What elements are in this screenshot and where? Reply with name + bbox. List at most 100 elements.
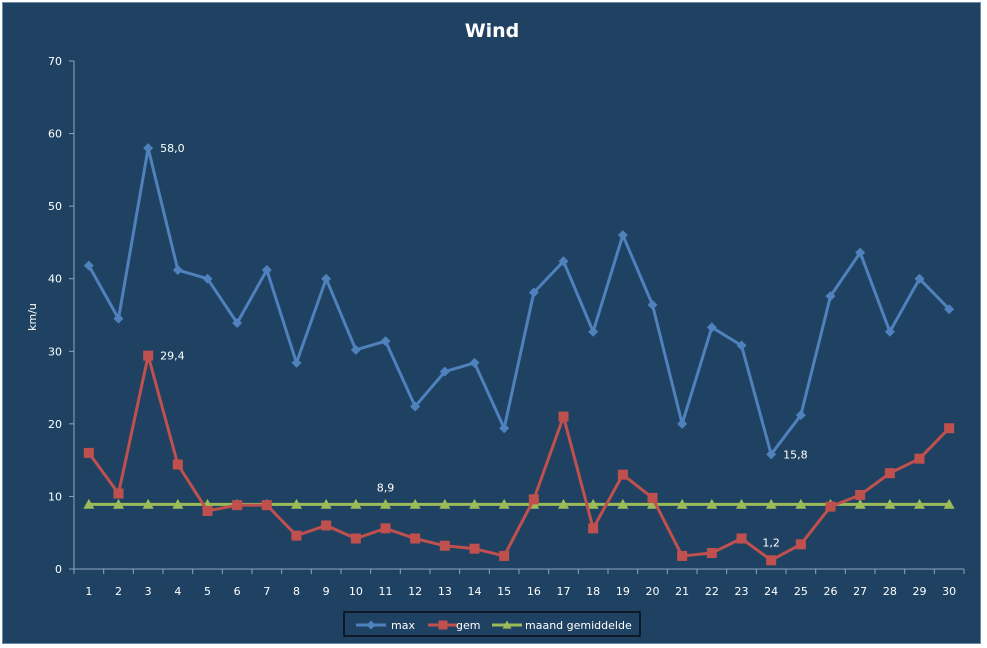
data-point	[944, 423, 955, 434]
data-point	[380, 498, 391, 509]
legend-label: max	[391, 619, 415, 632]
data-point	[380, 336, 391, 347]
data-point	[143, 350, 154, 361]
data-point	[736, 498, 747, 509]
legend-item-maand-gemiddelde: maand gemiddelde	[492, 619, 632, 632]
data-point	[83, 260, 94, 271]
legend: max gem maand gemiddelde	[343, 611, 641, 637]
data-label: 29,4	[160, 350, 185, 363]
x-tick-label: 22	[705, 585, 719, 598]
x-tick-label: 16	[527, 585, 541, 598]
data-point	[884, 326, 895, 337]
data-label: 1,2	[762, 536, 780, 549]
data-point	[469, 498, 480, 509]
y-axis-label: km/u	[26, 303, 39, 331]
y-tick-label: 40	[48, 273, 62, 286]
data-point	[202, 505, 213, 516]
data-point	[439, 366, 450, 377]
data-point	[944, 304, 955, 315]
data-point	[706, 548, 717, 559]
y-tick-label: 60	[48, 128, 62, 141]
data-point	[617, 230, 628, 241]
data-point	[914, 453, 925, 464]
x-tick-label: 20	[646, 585, 660, 598]
data-point	[113, 313, 124, 324]
data-point	[558, 411, 569, 422]
data-point	[469, 357, 480, 368]
data-point	[320, 498, 332, 509]
data-point	[884, 498, 896, 509]
x-tick-label: 18	[586, 585, 600, 598]
data-label: 58,0	[160, 142, 185, 155]
data-point	[83, 498, 95, 509]
series-maand-gemiddelde	[83, 498, 955, 509]
data-point	[498, 498, 510, 509]
data-point	[677, 550, 688, 561]
legend-item-max: max	[356, 619, 415, 632]
data-point	[884, 468, 895, 479]
data-point	[321, 273, 332, 284]
data-point	[143, 143, 154, 154]
x-tick-label: 29	[913, 585, 927, 598]
data-point	[676, 498, 688, 509]
x-tick-label: 30	[942, 585, 956, 598]
data-point	[261, 500, 272, 511]
data-point	[706, 498, 718, 509]
data-point	[736, 533, 747, 544]
data-point	[380, 523, 391, 534]
data-point	[617, 498, 629, 509]
x-tick-label: 25	[794, 585, 808, 598]
data-point	[825, 291, 836, 302]
data-point	[914, 498, 925, 509]
chart-title: Wind	[465, 20, 520, 42]
data-point	[439, 498, 451, 509]
data-point	[499, 550, 510, 561]
data-point	[765, 498, 777, 509]
series-line	[87, 146, 951, 456]
data-point	[439, 540, 450, 551]
x-tick-label: 27	[853, 585, 867, 598]
legend-swatch-marker	[502, 620, 512, 629]
data-point	[232, 317, 243, 328]
data-point	[350, 498, 362, 509]
y-tick-label: 50	[48, 200, 62, 213]
data-point	[766, 555, 777, 566]
x-tick-label: 24	[764, 585, 778, 598]
data-point	[113, 488, 124, 499]
data-point	[825, 501, 836, 512]
data-point	[499, 423, 510, 434]
data-point	[706, 322, 717, 333]
data-point	[795, 498, 807, 509]
y-tick-label: 0	[55, 563, 62, 576]
data-point	[410, 533, 421, 544]
data-point	[558, 256, 569, 267]
y-tick-label: 30	[48, 345, 62, 358]
x-tick-label: 7	[263, 585, 270, 598]
data-point	[291, 530, 302, 541]
data-point	[766, 449, 777, 460]
data-point	[528, 287, 539, 298]
x-tick-label: 11	[379, 585, 393, 598]
data-point	[588, 326, 599, 337]
y-tick-label: 20	[48, 418, 62, 431]
data-point	[854, 498, 866, 509]
legend-swatch-marker	[366, 620, 376, 630]
y-tick-label: 10	[48, 490, 62, 503]
x-tick-label: 8	[293, 585, 300, 598]
data-point	[232, 500, 243, 511]
data-point	[914, 273, 925, 284]
x-tick-label: 2	[115, 585, 122, 598]
data-point	[558, 498, 569, 509]
data-point	[736, 340, 747, 351]
data-point	[409, 498, 421, 509]
x-tick-label: 23	[735, 585, 749, 598]
x-tick-label: 26	[824, 585, 838, 598]
legend-label: maand gemiddelde	[525, 619, 632, 632]
x-tick-label: 15	[497, 585, 511, 598]
data-point	[172, 459, 183, 470]
data-point	[261, 265, 272, 276]
data-point	[588, 523, 599, 534]
x-tick-label: 17	[557, 585, 571, 598]
data-point	[350, 533, 361, 544]
legend-box	[343, 611, 641, 637]
